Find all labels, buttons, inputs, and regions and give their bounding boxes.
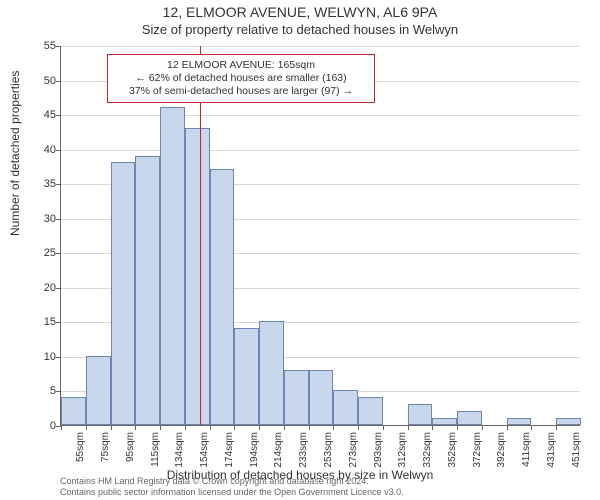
histogram-bar bbox=[111, 162, 136, 425]
y-tick-label: 10 bbox=[44, 351, 56, 363]
x-tick-label: 392sqm bbox=[496, 432, 507, 482]
histogram-bar bbox=[432, 418, 457, 425]
annotation-line: 37% of semi-detached houses are larger (… bbox=[114, 85, 368, 98]
x-tick-mark bbox=[284, 425, 285, 430]
histogram-bar bbox=[408, 404, 433, 425]
histogram-bar bbox=[309, 370, 334, 425]
x-tick-mark bbox=[111, 425, 112, 430]
x-tick-mark bbox=[259, 425, 260, 430]
x-tick-label: 332sqm bbox=[422, 432, 433, 482]
gridline bbox=[61, 150, 580, 151]
x-tick-label: 174sqm bbox=[224, 432, 235, 482]
histogram-bar bbox=[457, 411, 482, 425]
x-tick-mark bbox=[457, 425, 458, 430]
histogram-bar bbox=[185, 128, 210, 425]
histogram-bar bbox=[556, 418, 581, 425]
y-tick-label: 50 bbox=[44, 75, 56, 87]
x-tick-label: 95sqm bbox=[125, 432, 136, 482]
y-tick-mark bbox=[56, 322, 61, 323]
histogram-bar bbox=[135, 156, 160, 425]
x-tick-mark bbox=[61, 425, 62, 430]
x-tick-mark bbox=[383, 425, 384, 430]
chart-title-2: Size of property relative to detached ho… bbox=[0, 22, 600, 37]
y-tick-label: 35 bbox=[44, 178, 56, 190]
histogram-bar bbox=[259, 321, 284, 425]
x-tick-label: 233sqm bbox=[298, 432, 309, 482]
histogram-bar bbox=[507, 418, 532, 425]
x-tick-label: 312sqm bbox=[397, 432, 408, 482]
y-tick-label: 25 bbox=[44, 247, 56, 259]
y-tick-mark bbox=[56, 288, 61, 289]
x-tick-label: 154sqm bbox=[199, 432, 210, 482]
y-tick-mark bbox=[56, 81, 61, 82]
x-tick-label: 75sqm bbox=[100, 432, 111, 482]
x-tick-label: 194sqm bbox=[249, 432, 260, 482]
y-tick-label: 40 bbox=[44, 144, 56, 156]
gridline bbox=[61, 46, 580, 47]
y-tick-mark bbox=[56, 184, 61, 185]
y-tick-mark bbox=[56, 219, 61, 220]
y-tick-label: 15 bbox=[44, 316, 56, 328]
chart-container: 12, ELMOOR AVENUE, WELWYN, AL6 9PA Size … bbox=[0, 0, 600, 500]
x-tick-label: 451sqm bbox=[571, 432, 582, 482]
x-tick-label: 55sqm bbox=[75, 432, 86, 482]
annotation-line: 12 ELMOOR AVENUE: 165sqm bbox=[114, 59, 368, 72]
y-tick-label: 5 bbox=[50, 385, 56, 397]
x-tick-label: 352sqm bbox=[447, 432, 458, 482]
x-tick-label: 115sqm bbox=[150, 432, 161, 482]
x-tick-mark bbox=[333, 425, 334, 430]
x-tick-mark bbox=[507, 425, 508, 430]
y-tick-mark bbox=[56, 391, 61, 392]
x-tick-mark bbox=[309, 425, 310, 430]
x-tick-mark bbox=[234, 425, 235, 430]
histogram-bar bbox=[86, 356, 111, 425]
y-tick-mark bbox=[56, 46, 61, 47]
y-axis-label: Number of detached properties bbox=[8, 71, 22, 236]
y-tick-mark bbox=[56, 115, 61, 116]
x-tick-mark bbox=[432, 425, 433, 430]
x-tick-label: 372sqm bbox=[472, 432, 483, 482]
x-tick-label: 411sqm bbox=[521, 432, 532, 482]
y-tick-label: 55 bbox=[44, 40, 56, 52]
y-tick-mark bbox=[56, 150, 61, 151]
histogram-bar bbox=[358, 397, 383, 425]
x-tick-mark bbox=[358, 425, 359, 430]
x-tick-label: 134sqm bbox=[174, 432, 185, 482]
histogram-bar bbox=[210, 169, 235, 425]
x-tick-mark bbox=[86, 425, 87, 430]
y-tick-label: 20 bbox=[44, 282, 56, 294]
x-tick-label: 253sqm bbox=[323, 432, 334, 482]
histogram-bar bbox=[333, 390, 358, 425]
gridline bbox=[61, 115, 580, 116]
x-tick-label: 214sqm bbox=[273, 432, 284, 482]
x-tick-label: 431sqm bbox=[546, 432, 557, 482]
x-tick-mark bbox=[482, 425, 483, 430]
x-tick-mark bbox=[185, 425, 186, 430]
x-tick-mark bbox=[210, 425, 211, 430]
y-tick-label: 0 bbox=[50, 420, 56, 432]
x-tick-mark bbox=[556, 425, 557, 430]
footnote-line-2: Contains public sector information licen… bbox=[60, 487, 404, 498]
y-tick-mark bbox=[56, 253, 61, 254]
x-tick-mark bbox=[408, 425, 409, 430]
histogram-bar bbox=[160, 107, 185, 425]
x-tick-mark bbox=[135, 425, 136, 430]
x-tick-mark bbox=[531, 425, 532, 430]
y-tick-label: 30 bbox=[44, 213, 56, 225]
histogram-bar bbox=[284, 370, 309, 425]
y-tick-label: 45 bbox=[44, 109, 56, 121]
annotation-box: 12 ELMOOR AVENUE: 165sqm← 62% of detache… bbox=[107, 54, 375, 103]
y-tick-mark bbox=[56, 357, 61, 358]
x-tick-label: 273sqm bbox=[348, 432, 359, 482]
chart-title-1: 12, ELMOOR AVENUE, WELWYN, AL6 9PA bbox=[0, 4, 600, 20]
x-tick-mark bbox=[160, 425, 161, 430]
histogram-bar bbox=[61, 397, 86, 425]
histogram-bar bbox=[234, 328, 259, 425]
plot-area: 12 ELMOOR AVENUE: 165sqm← 62% of detache… bbox=[60, 46, 580, 426]
annotation-line: ← 62% of detached houses are smaller (16… bbox=[114, 72, 368, 85]
x-tick-label: 293sqm bbox=[373, 432, 384, 482]
